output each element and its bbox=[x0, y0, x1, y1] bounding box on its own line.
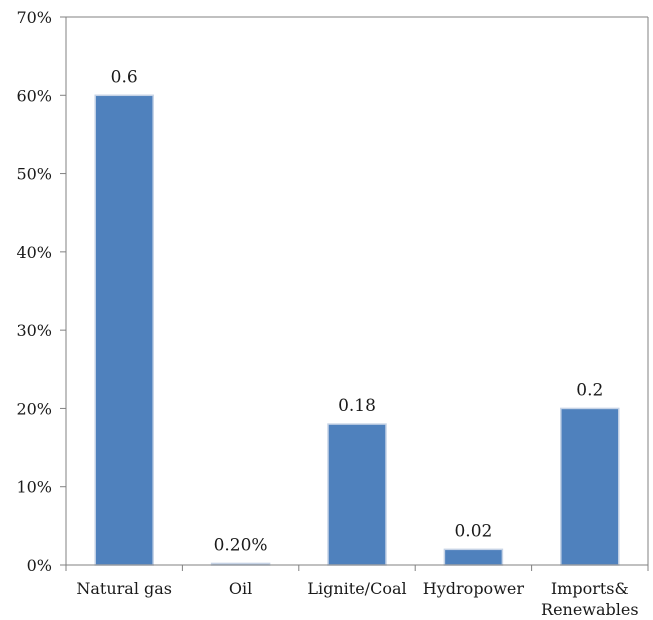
x-category-label: Lignite/Coal bbox=[307, 579, 406, 598]
y-tick-label: 30% bbox=[16, 321, 52, 340]
y-tick-label: 20% bbox=[16, 399, 52, 418]
y-tick-label: 10% bbox=[16, 478, 52, 497]
x-category-label: Oil bbox=[229, 579, 252, 598]
bar bbox=[327, 423, 387, 566]
y-tick-label: 40% bbox=[16, 243, 52, 262]
x-category-label: Hydropower bbox=[423, 579, 525, 598]
data-label: 0.02 bbox=[454, 521, 492, 541]
x-category-label: Imports& Renewables bbox=[541, 579, 639, 619]
data-label: 0.2 bbox=[576, 380, 603, 400]
x-category-label: Natural gas bbox=[76, 579, 172, 598]
data-label: 0.20% bbox=[214, 535, 268, 555]
y-tick-label: 50% bbox=[16, 165, 52, 184]
data-label: 0.6 bbox=[111, 67, 138, 87]
data-labels: 0.6 0.20% 0.18 0.02 0.2 bbox=[111, 67, 604, 555]
y-tick-label: 70% bbox=[16, 8, 52, 27]
bars bbox=[94, 94, 620, 566]
y-tick-label: 0% bbox=[27, 556, 52, 575]
data-label: 0.18 bbox=[338, 396, 376, 416]
bar bbox=[443, 548, 504, 566]
y-axis: 0% 10% 20% 30% 40% 50% 60% 70% bbox=[16, 8, 649, 575]
bar bbox=[94, 94, 154, 566]
x-axis: Natural gas Oil Lignite/Coal Hydropower Impo… bbox=[65, 564, 649, 619]
y-tick-label: 60% bbox=[16, 86, 52, 105]
bar bbox=[560, 407, 620, 566]
